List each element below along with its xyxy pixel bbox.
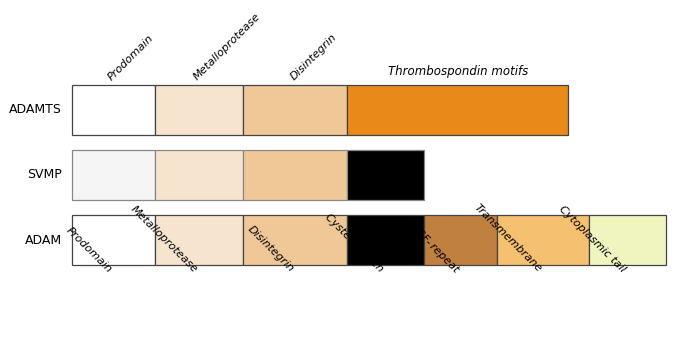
- Bar: [72, 84, 155, 135]
- Text: Cysteine - rich: Cysteine - rich: [323, 212, 385, 274]
- Bar: [346, 84, 568, 135]
- Bar: [346, 215, 424, 265]
- Bar: [589, 215, 666, 265]
- Text: SVMP: SVMP: [27, 168, 62, 181]
- Text: Metalloprotease: Metalloprotease: [128, 204, 199, 274]
- Bar: [346, 150, 424, 200]
- Bar: [155, 84, 244, 135]
- Bar: [72, 215, 155, 265]
- Text: ADAM: ADAM: [25, 234, 62, 247]
- Bar: [498, 215, 589, 265]
- Bar: [244, 215, 346, 265]
- Text: Transmembrane: Transmembrane: [472, 203, 544, 274]
- Text: ADAMTS: ADAMTS: [9, 103, 62, 116]
- Text: Cytoplasmic tail: Cytoplasmic tail: [557, 204, 627, 274]
- Bar: [244, 84, 346, 135]
- Text: Disintegrin: Disintegrin: [246, 224, 295, 274]
- Bar: [72, 150, 155, 200]
- Text: Prodomain: Prodomain: [106, 33, 155, 82]
- Bar: [155, 150, 244, 200]
- Text: Disintegrin: Disintegrin: [288, 32, 339, 82]
- Bar: [244, 150, 346, 200]
- Text: EGF- repeat: EGF- repeat: [408, 222, 461, 274]
- Text: Prodomain: Prodomain: [64, 225, 113, 274]
- Bar: [155, 215, 244, 265]
- Text: Thrombospondin motifs: Thrombospondin motifs: [388, 65, 528, 78]
- Bar: [424, 215, 498, 265]
- Text: Metalloprotease: Metalloprotease: [192, 12, 262, 82]
